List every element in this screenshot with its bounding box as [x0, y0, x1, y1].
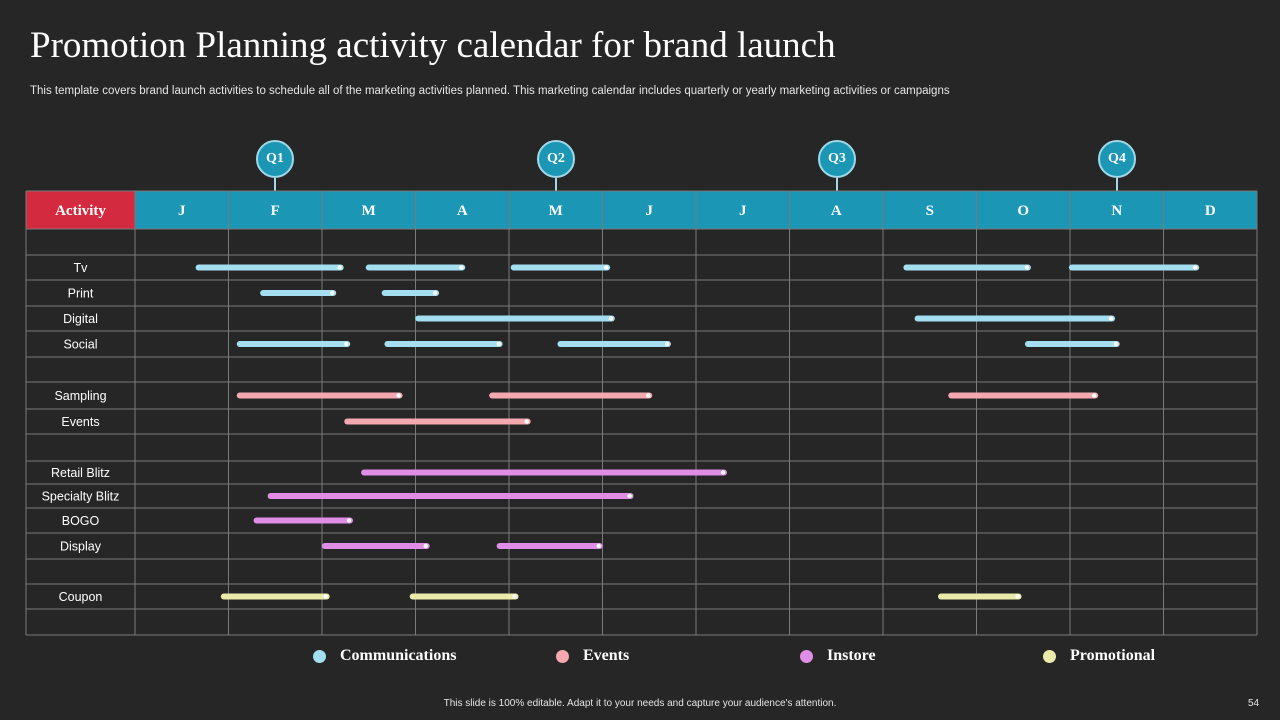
activity-bar-end	[423, 543, 428, 549]
activity-bar-end	[1024, 265, 1030, 270]
activity-row-label: Display	[60, 540, 102, 554]
month-header-label: S	[926, 203, 934, 219]
legend-item-communications: Communications	[313, 644, 456, 668]
activity-bar-end	[496, 341, 501, 347]
quarter-label: Q2	[537, 140, 575, 178]
activity-row-label: Specialty Blitz	[42, 490, 120, 504]
quarter-connector	[836, 178, 838, 192]
activity-bar-end	[330, 290, 335, 296]
activity-bar-end	[627, 493, 632, 499]
promotional-dot	[1043, 649, 1056, 663]
activity-bar-end	[512, 594, 517, 599]
quarter-marker-q1: Q1	[256, 140, 294, 192]
month-header-label: M	[362, 203, 376, 219]
activity-bar-end	[1113, 341, 1118, 347]
instore-dot	[800, 649, 813, 663]
activity-bar-end	[344, 341, 349, 347]
quarter-marker-q3: Q3	[818, 140, 856, 192]
quarter-label: Q3	[818, 140, 856, 178]
communications-dot	[313, 649, 326, 663]
activity-bar-end	[1092, 393, 1097, 398]
legend-item-promotional: Promotional	[1043, 644, 1155, 668]
activity-row-label: Retail Blitz	[51, 466, 110, 480]
quarter-connector	[555, 178, 557, 192]
activity-bar-end	[459, 265, 464, 270]
legend-label: Events	[583, 647, 630, 664]
activity-bar-end	[1193, 265, 1198, 270]
activity-row-label: Print	[68, 287, 94, 301]
activity-bar-end	[720, 470, 726, 475]
month-header-label: D	[1205, 203, 1216, 219]
activity-row-label: Digital	[63, 312, 98, 326]
legend-item-events: Events	[556, 644, 629, 668]
quarter-marker-q2: Q2	[537, 140, 575, 192]
month-header-label: A	[457, 203, 468, 219]
activity-calendar-chart: Activity J F M A M J J A S O N D Tv Print Digital Social…	[25, 190, 1258, 636]
activity-bar-end	[608, 316, 614, 321]
activity-bar-end	[646, 393, 651, 398]
legend-label: Instore	[827, 647, 876, 664]
month-header-label: J	[178, 203, 186, 219]
activity-bar-end	[337, 265, 342, 270]
activity-row-label: Events	[61, 415, 99, 429]
activity-bar-end	[603, 265, 609, 270]
activity-bar-end	[664, 341, 670, 347]
page-subtitle: This template covers brand launch activi…	[30, 85, 950, 97]
events-dot	[556, 649, 569, 663]
activity-bar-end	[323, 594, 328, 599]
activity-row-label: Sampling	[54, 389, 106, 403]
legend-item-instore: Instore	[800, 644, 876, 668]
month-header-label: F	[271, 203, 280, 219]
legend-label: Communications	[340, 647, 457, 664]
activity-row-label: Social	[63, 338, 97, 352]
month-header-label: O	[1017, 203, 1029, 219]
activity-bar-end	[432, 290, 438, 296]
activity-row-label: Tv	[74, 261, 89, 275]
quarter-connector	[274, 178, 276, 192]
month-header-label: J	[646, 203, 654, 219]
page-title: Promotion Planning activity calendar for…	[30, 25, 836, 66]
quarter-label: Q4	[1098, 140, 1136, 178]
quarter-label: Q1	[256, 140, 294, 178]
activity-bar-end	[1108, 316, 1114, 321]
footer-note: This slide is 100% editable. Adapt it to…	[443, 698, 837, 709]
quarter-connector	[1116, 178, 1118, 192]
month-header-label: M	[549, 203, 563, 219]
activity-bar-end	[346, 518, 352, 523]
activity-row-label: BOGO	[62, 514, 100, 528]
page-number: 54	[1248, 698, 1260, 709]
activity-header-bg	[26, 191, 135, 229]
activity-bar-end	[1015, 594, 1020, 599]
activity-row-label: Coupon	[59, 590, 103, 604]
activity-bar-end	[524, 419, 529, 424]
month-header-label: N	[1111, 203, 1122, 219]
quarter-marker-q4: Q4	[1098, 140, 1136, 192]
month-header-label: A	[831, 203, 842, 219]
legend-label: Promotional	[1070, 647, 1156, 664]
activity-bar-end	[596, 543, 601, 549]
activity-header-label: Activity	[55, 203, 106, 219]
activity-bar-end	[396, 393, 401, 398]
month-header-label: J	[739, 203, 747, 219]
